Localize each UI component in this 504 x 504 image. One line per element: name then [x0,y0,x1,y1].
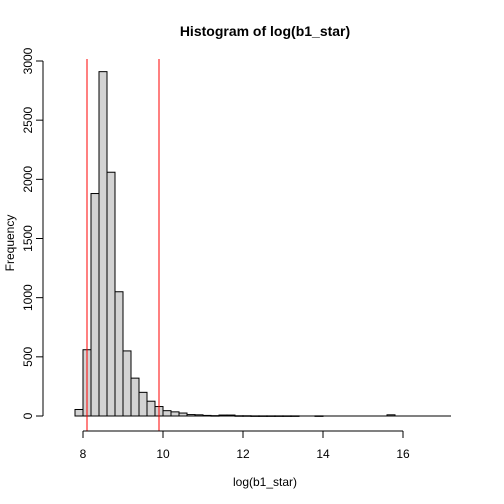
y-tick-label: 2000 [21,166,35,193]
histogram-bar [122,350,132,417]
histogram-bar [98,71,108,417]
y-tick-label: 1500 [21,225,35,252]
y-tick-label: 0 [21,412,35,419]
histogram-bar [194,414,204,417]
y-tick-label: 500 [21,347,35,367]
histogram-bar [290,415,300,417]
histogram-bar [146,400,156,417]
histogram-bar [162,410,172,417]
histogram-bar [274,415,284,417]
histogram-bar [178,412,188,417]
y-tick-label: 3000 [21,47,35,74]
histogram-bar [106,171,116,417]
histogram-bar [74,408,84,417]
histogram-bar [226,414,236,417]
reference-lines [86,59,160,431]
histogram-bar [210,415,220,417]
y-tick-label: 2500 [21,106,35,133]
histogram-bar [386,414,396,417]
x-tick-label: 12 [236,447,250,461]
histogram-bar [234,415,244,417]
histogram-bar [170,411,180,417]
histogram-bar [250,415,260,417]
histogram-bar [218,414,228,417]
histogram-bar [242,415,252,417]
histogram-bar [282,415,292,417]
x-axis: 8 10 12 14 16 [80,430,410,461]
histogram-bar [202,414,212,417]
histogram-bar [266,415,276,417]
x-axis-label: log(b1_star) [233,475,297,489]
histogram-bar [258,415,268,417]
histogram-bars [74,71,451,417]
histogram-bar [90,193,100,417]
chart-title: Histogram of log(b1_star) [180,23,350,39]
histogram-bar [186,414,196,417]
histogram-bar [114,291,124,417]
x-tick-label: 8 [80,447,87,461]
histogram-bar [314,415,324,417]
y-axis-label: Frequency [3,215,17,272]
x-tick-label: 10 [156,447,170,461]
y-tick-label: 1000 [21,284,35,311]
histogram-bar [138,391,148,417]
x-tick-label: 14 [316,447,330,461]
y-axis: 0 500 1000 1500 2000 2500 3000 [21,47,44,419]
histogram-bar [130,377,140,417]
x-tick-label: 16 [396,447,410,461]
